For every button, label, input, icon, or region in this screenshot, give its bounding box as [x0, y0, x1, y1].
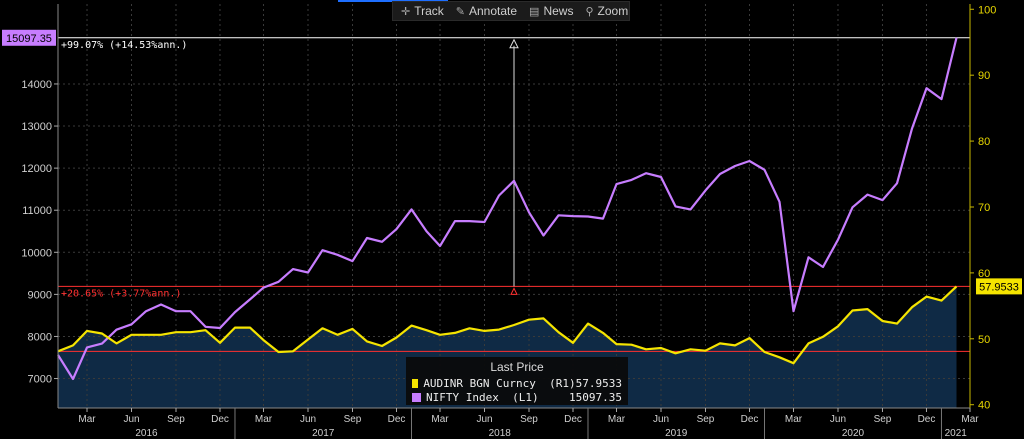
nifty-last-value-label: 15097.35 [6, 33, 52, 45]
x-tick-label: Dec [388, 414, 406, 425]
measure-arrow-icon [509, 38, 519, 49]
left-tick-label: 7000 [28, 374, 52, 386]
right-tick-label: 80 [978, 136, 990, 148]
left-tick-label: 13000 [21, 121, 52, 133]
audinr-last-value-label: 57.9533 [979, 281, 1019, 293]
annotate-button[interactable]: ✎ Annotate [456, 4, 517, 18]
track-label: Track [414, 4, 444, 18]
chart-toolbar: ✛ Track ✎ Annotate ▤ News ⚲ Zoom [392, 1, 630, 21]
audinr-last-value-box [976, 278, 1022, 295]
legend-entry-nifty[interactable]: NIFTY Index (L1) 15097.35 [412, 390, 622, 404]
right-tick-label: 90 [978, 70, 990, 82]
zoom-button[interactable]: ⚲ Zoom [585, 4, 628, 18]
legend-title: Last Price [490, 360, 544, 374]
audinr-series-line [57, 285, 958, 365]
x-tick-label: Sep [167, 414, 185, 425]
year-label: 2018 [489, 428, 512, 439]
left-tick-label: 8000 [28, 331, 52, 343]
legend-entry-audinr[interactable]: AUDINR BGN Curncy (R1) 57.9533 [412, 376, 622, 390]
x-tick-label: Dec [211, 414, 229, 425]
right-tick-label: 60 [978, 268, 990, 280]
right-tick-label: 100 [978, 4, 996, 16]
x-tick-label: Dec [741, 414, 759, 425]
chart-legend: Last Price AUDINR BGN Curncy (R1) 57.953… [406, 357, 628, 405]
x-tick-label: Mar [78, 414, 96, 425]
year-label: 2019 [665, 428, 688, 439]
legend-value-audinr: 57.9533 [575, 376, 622, 390]
audinr-area-fill [58, 286, 957, 408]
legend-name-audinr: AUDINR BGN Curncy (R1) [423, 376, 576, 390]
left-tick-label: 10000 [21, 247, 52, 259]
right-tick-label: 50 [978, 334, 990, 346]
x-tick-label: Jun [123, 414, 139, 425]
left-tick-label: 11000 [22, 205, 52, 217]
x-tick-label: Mar [255, 414, 273, 425]
x-tick-label: Mar [785, 414, 803, 425]
x-tick-label: Jun [476, 414, 492, 425]
x-tick-label: Mar [608, 414, 626, 425]
measure-arrow-red-icon [510, 287, 518, 295]
year-label: 2021 [945, 428, 968, 439]
news-label: News [543, 4, 574, 18]
legend-name-nifty: NIFTY Index (L1) [426, 390, 539, 404]
left-tick-label: 14000 [21, 79, 52, 91]
x-tick-label: Jun [830, 414, 846, 425]
magnifier-icon: ⚲ [585, 5, 594, 18]
year-label: 2020 [842, 428, 865, 439]
x-tick-label: Mar [431, 414, 449, 425]
track-button[interactable]: ✛ Track [401, 4, 444, 18]
right-tick-label: 70 [978, 202, 990, 214]
x-tick-label: Sep [874, 414, 892, 425]
legend-swatch-audinr [412, 378, 419, 388]
nifty-last-value-box [2, 29, 56, 46]
year-label: 2016 [135, 428, 158, 439]
right-tick-label: 40 [978, 400, 990, 412]
annotation-text: +20.65% (+3.77%ann.) [61, 288, 181, 299]
x-tick-label: Dec [918, 414, 936, 425]
legend-value-nifty: 15097.35 [569, 390, 622, 404]
left-tick-label: 12000 [21, 163, 52, 175]
x-tick-label: Dec [564, 414, 582, 425]
pencil-icon: ✎ [455, 5, 465, 18]
x-tick-label: Sep [520, 414, 538, 425]
legend-swatch-nifty [412, 392, 421, 402]
crosshair-icon: ✛ [401, 5, 411, 18]
newspaper-icon: ▤ [529, 5, 540, 18]
left-tick-label: 9000 [28, 289, 52, 301]
news-button[interactable]: ▤ News [529, 4, 573, 18]
annotate-label: Annotate [469, 4, 518, 18]
annotation-text: +99.07% (+14.53%ann.) [61, 40, 187, 51]
x-tick-label: Mar [961, 414, 979, 425]
zoom-label: Zoom [597, 4, 629, 18]
x-tick-label: Jun [300, 414, 316, 425]
year-label: 2017 [312, 428, 335, 439]
x-tick-label: Sep [697, 414, 715, 425]
x-tick-label: Jun [653, 414, 669, 425]
x-tick-label: Sep [344, 414, 362, 425]
nifty-series-line [57, 37, 958, 381]
